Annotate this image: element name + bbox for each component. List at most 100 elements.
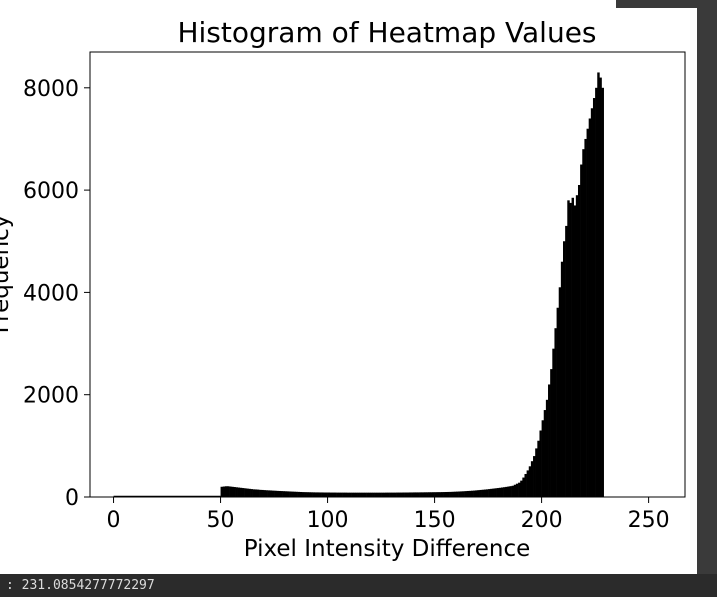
histogram-bar — [569, 202, 572, 497]
histogram-bar — [447, 491, 450, 497]
histogram-bar — [387, 492, 390, 497]
histogram-bar — [441, 492, 444, 497]
histogram-bar — [413, 492, 416, 497]
histogram-bar — [286, 491, 290, 497]
histogram-bar — [436, 492, 440, 497]
histogram-bar — [455, 491, 459, 497]
histogram-bar — [548, 384, 551, 497]
bars-layer — [113, 72, 604, 498]
histogram-bar — [460, 491, 463, 497]
histogram-bar — [477, 490, 480, 497]
histogram-bar — [389, 492, 393, 497]
histogram-bar — [582, 149, 585, 498]
histogram-bar — [558, 287, 562, 497]
histogram-bar — [391, 492, 395, 497]
histogram-chart: Histogram of Heatmap Values 0 50 100 150 200… — [0, 16, 686, 562]
histogram-bar — [445, 491, 448, 497]
histogram-bar — [357, 492, 360, 497]
histogram-bar — [500, 487, 504, 497]
histogram-bar — [263, 490, 266, 497]
histogram-bar — [503, 487, 506, 497]
histogram-bar — [220, 486, 223, 497]
histogram-bar — [595, 87, 598, 497]
histogram-bar — [554, 328, 557, 497]
histogram-bar — [520, 480, 523, 497]
histogram-bar — [421, 492, 425, 497]
histogram-bar — [282, 491, 286, 497]
histogram-bar — [419, 492, 423, 497]
histogram-bar — [406, 492, 410, 497]
histogram-bar — [601, 87, 604, 497]
histogram-bar — [344, 492, 348, 497]
histogram-bar — [432, 492, 435, 497]
histogram-bar — [278, 490, 281, 497]
histogram-bar — [366, 492, 369, 497]
histogram-bar — [496, 488, 500, 497]
histogram-bar — [267, 490, 271, 497]
histogram-bar — [331, 492, 335, 497]
histogram-bar — [235, 487, 238, 497]
histogram-bar — [584, 138, 587, 497]
histogram-bar — [340, 492, 343, 497]
histogram-bar — [241, 488, 245, 497]
x-tick-label: 100 — [307, 508, 349, 533]
histogram-bar — [299, 491, 303, 497]
histogram-bar — [269, 490, 273, 497]
histogram-bar — [353, 492, 356, 497]
histogram-bar — [556, 307, 560, 497]
histogram-bar — [329, 492, 333, 497]
y-tick-label: 4000 — [23, 281, 79, 306]
histogram-bar — [265, 490, 268, 497]
histogram-bar — [359, 492, 363, 497]
histogram-bar — [224, 486, 228, 497]
histogram-bar — [545, 399, 549, 497]
histogram-bar — [462, 491, 465, 497]
histogram-bar — [451, 491, 455, 497]
x-tick-label: 150 — [414, 508, 456, 533]
histogram-bar — [363, 492, 367, 497]
histogram-bar — [301, 492, 305, 497]
histogram-bar — [528, 466, 532, 497]
histogram-bar — [453, 491, 457, 497]
x-axis-ticks: 0 50 100 150 200 250 — [107, 497, 670, 533]
histogram-bar — [374, 492, 378, 497]
histogram-bar — [524, 473, 527, 497]
histogram-bar — [475, 490, 478, 497]
histogram-bar — [492, 488, 495, 497]
y-tick-label: 0 — [65, 486, 79, 511]
histogram-bar — [276, 490, 279, 497]
histogram-bar — [361, 492, 365, 497]
histogram-bar — [316, 492, 320, 497]
histogram-bar — [229, 486, 232, 497]
histogram-bar — [428, 492, 431, 497]
histogram-bar — [319, 492, 322, 497]
histogram-bar — [327, 492, 331, 497]
histogram-bar — [588, 118, 592, 497]
histogram-bar — [571, 197, 575, 497]
histogram-bar — [438, 492, 442, 497]
y-tick-label: 2000 — [23, 384, 79, 409]
histogram-bar — [398, 492, 401, 497]
histogram-bar — [522, 477, 525, 497]
histogram-bar — [231, 486, 234, 497]
x-tick-label: 0 — [107, 508, 121, 533]
histogram-bar — [573, 205, 577, 497]
histogram-bar — [537, 440, 540, 497]
x-tick-label: 200 — [521, 508, 563, 533]
histogram-bar — [458, 491, 461, 497]
histogram-bar — [396, 492, 399, 497]
histogram-bar — [381, 492, 384, 497]
chart-title: Histogram of Heatmap Values — [177, 16, 596, 49]
histogram-bar — [430, 492, 433, 497]
histogram-bar — [314, 492, 318, 497]
histogram-bar — [310, 492, 313, 497]
histogram-bar — [250, 489, 253, 497]
histogram-bar — [577, 184, 581, 497]
window-corner — [616, 0, 717, 8]
histogram-bar — [543, 410, 547, 497]
histogram-bar — [411, 492, 414, 497]
histogram-bar — [244, 488, 247, 497]
histogram-bar — [400, 492, 403, 497]
histogram-bar — [293, 491, 296, 497]
histogram-bar — [575, 195, 579, 497]
